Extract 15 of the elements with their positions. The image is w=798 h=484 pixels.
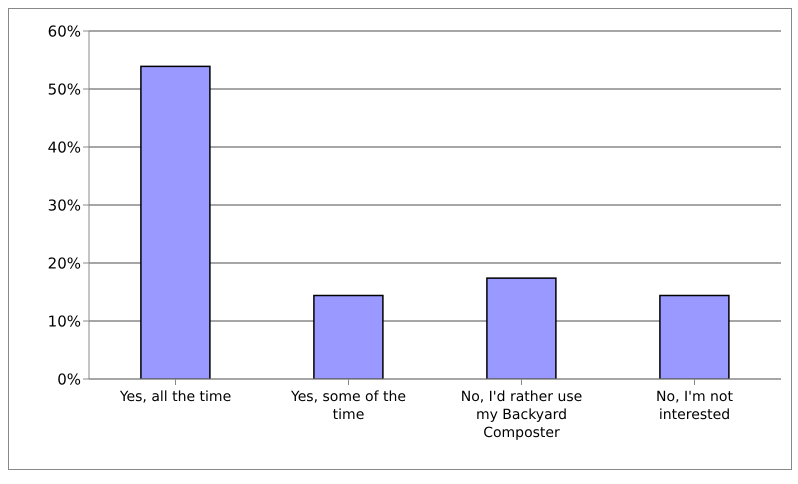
bar [313,294,384,379]
y-tick-label: 40% [48,138,81,156]
y-tick-label: 50% [48,80,81,98]
x-tick-label: No, I'm not interested [656,389,734,423]
y-tick-label: 20% [48,254,81,272]
bar [659,294,730,379]
y-tick-label: 0% [57,370,81,388]
y-tick-label: 10% [48,312,81,330]
y-tick-label: 60% [48,22,81,40]
x-tick-label: Yes, some of the time [290,389,406,423]
x-tick-label: No, I'd rather use my Backyard Composter [460,389,582,441]
x-tick-label: Yes, all the time [118,389,232,405]
bar [486,277,557,379]
bar [140,66,211,379]
y-tick-label: 30% [48,196,81,214]
